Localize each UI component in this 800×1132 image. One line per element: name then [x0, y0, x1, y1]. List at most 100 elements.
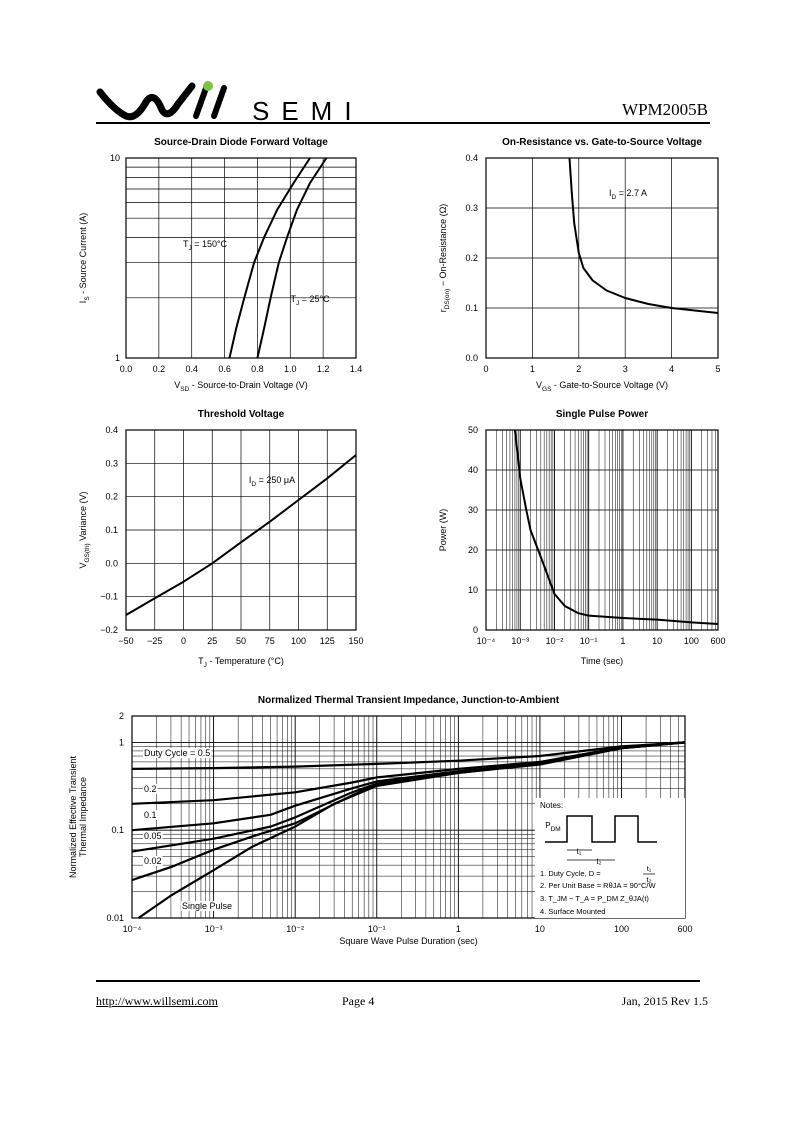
c4-x-tick-label: 100 [684, 636, 699, 646]
c5-notes-line1: 1. Duty Cycle, D = [540, 869, 601, 878]
c2-x-tick-label: 4 [669, 364, 674, 374]
c5-notes-box [535, 798, 685, 918]
c5-notes-line3: 3. T_JM − T_A = P_DM Z_θJA(t) [540, 894, 649, 903]
c3-y-tick-label: 0.1 [105, 525, 118, 535]
c3-x-tick-label: −50 [118, 636, 133, 646]
c2-annotation: ID = 2.7 A [609, 188, 647, 201]
c1-series-line [256, 157, 328, 359]
c1-x-tick-label: 0.8 [251, 364, 264, 374]
c4-title: Single Pulse Power [556, 409, 648, 420]
c1-plot-frame [125, 157, 357, 359]
c5-y-axis-label: Normalized Effective Transient [68, 756, 78, 878]
c1-x-tick-label: 0.0 [120, 364, 133, 374]
c1-x-tick-label: 0.6 [218, 364, 231, 374]
c5-x-axis-label: Square Wave Pulse Duration (sec) [339, 936, 477, 946]
c2-y-tick-label: 0.0 [465, 353, 478, 363]
c5-series-label-bg [143, 748, 212, 758]
c3-x-tick-label: 0 [181, 636, 186, 646]
c4-y-tick-label: 50 [468, 425, 478, 435]
c1-x-tick-label: 1.2 [317, 364, 330, 374]
c5-notes-line2: 2. Per Unit Base = RθJA = 90°C/W [540, 881, 656, 890]
c3-x-tick-label: 150 [348, 636, 363, 646]
c5-x-tick-label: 10⁻³ [205, 924, 223, 934]
c1-series-label: TJ = 25°C [290, 294, 330, 307]
c2-title: On-Resistance vs. Gate-to-Source Voltage [502, 137, 702, 148]
c5-x-tick-label: 10 [535, 924, 545, 934]
c1-y-axis-label: IS - Source Current (A) [78, 213, 91, 303]
c3-x-tick-label: 25 [207, 636, 217, 646]
c5-x-tick-label: 10⁻¹ [368, 924, 386, 934]
c2-chart: On-Resistance vs. Gate-to-Source Voltage… [438, 137, 721, 393]
c2-y-tick-label: 0.4 [465, 153, 478, 163]
c4-plot-frame [485, 429, 719, 631]
c5-series-label: 0.2 [144, 784, 157, 794]
c5-y-tick-label: 0.1 [111, 825, 124, 835]
c5-notes-duty-numerator: t₁ [647, 864, 652, 873]
c5-y-tick-label: 1 [119, 737, 124, 747]
c4-y-axis-label: Power (W) [438, 509, 448, 552]
c2-y-tick-label: 0.2 [465, 253, 478, 263]
c1-x-tick-label: 0.4 [185, 364, 198, 374]
c3-x-tick-label: −25 [147, 636, 162, 646]
c2-x-axis-label: VGS - Gate-to-Source Voltage (V) [536, 380, 668, 393]
c5-title: Normalized Thermal Transient Impedance, … [258, 695, 560, 706]
c3-y-tick-label: −0.2 [100, 625, 118, 635]
c4-x-tick-label: 600 [710, 636, 725, 646]
c3-x-tick-label: 50 [236, 636, 246, 646]
c5-series-label-bg [143, 856, 163, 866]
footer-date: Jan, 2015 Rev 1.5 [621, 994, 708, 1008]
c3-y-tick-label: 0.4 [105, 425, 118, 435]
c5-notes-title: Notes: [540, 801, 563, 810]
c2-x-tick-label: 5 [715, 364, 720, 374]
c4-y-tick-label: 20 [468, 545, 478, 555]
c4-x-tick-label: 10⁻¹ [580, 636, 598, 646]
c4-x-tick-label: 10 [652, 636, 662, 646]
c5-series-label-bg [181, 901, 234, 911]
c5-series-line [137, 741, 686, 919]
c1-y-tick-label: 1 [115, 353, 120, 363]
c5-notes-t2: t₂ [596, 857, 601, 866]
c4-series-line [513, 429, 719, 625]
c1-x-tick-label: 1.4 [350, 364, 363, 374]
c5-series-label-bg [143, 784, 158, 794]
c5-series-label-bg [143, 831, 163, 841]
c5-notes-pdm: PDM [545, 821, 560, 833]
c5-y-tick-label: 0.01 [106, 913, 124, 923]
company-logo: SEMI [96, 80, 376, 126]
c1-series-label: TJ = 150°C [183, 239, 228, 252]
header-rule [96, 122, 710, 124]
c5-y-axis-label: Thermal Impedance [78, 777, 88, 857]
footer-rule [96, 980, 700, 982]
c3-y-tick-label: 0.2 [105, 492, 118, 502]
c3-y-tick-label: 0.3 [105, 458, 118, 468]
c5-y-tick-label: 2 [119, 711, 124, 721]
c4-x-tick-label: 1 [620, 636, 625, 646]
logo-text: SEMI [252, 96, 364, 122]
c5-series-label: 0.1 [144, 810, 157, 820]
c5-notes-duty-denominator: t₂ [647, 875, 652, 884]
c1-title: Source-Drain Diode Forward Voltage [154, 137, 328, 148]
c4-y-tick-label: 40 [468, 465, 478, 475]
c5-x-tick-label: 600 [677, 924, 692, 934]
c5-series-label: Duty Cycle = 0.5 [144, 748, 210, 758]
c1-x-tick-label: 1.0 [284, 364, 297, 374]
c5-x-tick-label: 10⁻⁴ [123, 924, 142, 934]
c2-y-axis-label: rDS(on) − On-Resistance (Ω) [438, 204, 451, 313]
c4-y-tick-label: 30 [468, 505, 478, 515]
c3-series-line [125, 454, 357, 616]
c1-x-tick-label: 0.2 [153, 364, 166, 374]
c3-x-axis-label: TJ - Temperature (°C) [198, 656, 284, 669]
c3-y-tick-label: −0.1 [100, 592, 118, 602]
footer-url-link[interactable]: http://www.willsemi.com [96, 994, 218, 1008]
c1-series-line [228, 157, 311, 359]
c5-x-tick-label: 1 [456, 924, 461, 934]
c3-chart: Threshold Voltage −50 −25 0 25 50 75 100 125 150 −… [78, 409, 364, 669]
c3-x-tick-label: 100 [291, 636, 306, 646]
c2-x-tick-label: 3 [623, 364, 628, 374]
c5-series-label-bg [143, 810, 158, 820]
c4-x-tick-label: 10⁻³ [511, 636, 529, 646]
part-number: WPM2005B [622, 100, 708, 119]
c5-series-label: 0.02 [144, 856, 162, 866]
